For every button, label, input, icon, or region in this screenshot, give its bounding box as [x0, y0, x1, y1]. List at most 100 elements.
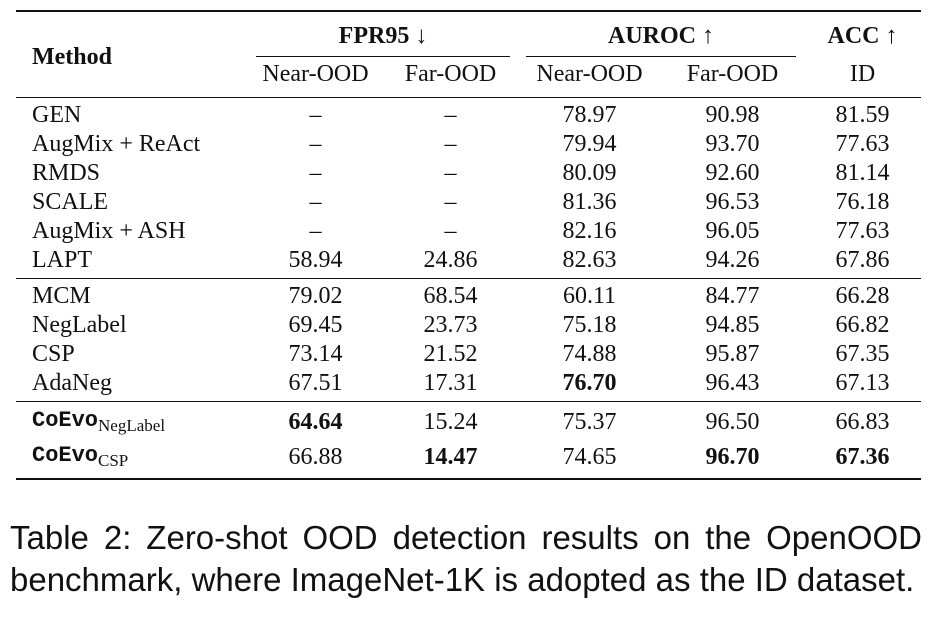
auroc-near-cell: 75.37 — [562, 409, 617, 435]
method-cell: SCALE — [32, 189, 109, 215]
auroc-near-cell: 75.18 — [562, 312, 617, 338]
auroc-near-cell: 78.97 — [562, 102, 617, 128]
method-cell: CSP — [32, 341, 75, 367]
header-acc: ACC ↑ — [827, 22, 898, 49]
header-row-sub: Near-OOD Far-OOD Near-OOD Far-OOD ID — [16, 55, 921, 98]
header-auroc-label: AUROC ↑ — [608, 22, 714, 49]
table-row: RMDS – – 80.09 92.60 81.14 — [16, 159, 921, 188]
auroc-near-cell: 82.63 — [562, 247, 617, 273]
method-cell: AdaNeg — [32, 370, 112, 396]
fpr-far-cell-best: 14.47 — [423, 444, 478, 470]
auroc-far-cell: 96.43 — [705, 370, 760, 396]
table-row: CoEvoCSP 66.88 14.47 74.65 96.70 67.36 — [16, 440, 921, 479]
method-cell: GEN — [32, 102, 82, 128]
fpr-near-cell: 67.51 — [288, 370, 343, 396]
fpr-near-cell: 79.02 — [288, 283, 343, 309]
auroc-near-cell: 82.16 — [562, 218, 617, 244]
table-row: NegLabel 69.45 23.73 75.18 94.85 66.82 — [16, 311, 921, 340]
fpr-near-cell: – — [309, 102, 322, 128]
method-name: CoEvo — [32, 408, 99, 433]
fpr95-underline — [256, 56, 510, 57]
fpr-far-cell: 68.54 — [423, 283, 478, 309]
acc-cell: 66.82 — [835, 312, 890, 338]
table-row: CSP 73.14 21.52 74.88 95.87 67.35 — [16, 340, 921, 369]
method-cell: RMDS — [32, 160, 101, 186]
fpr-near-cell: – — [309, 218, 322, 244]
table-row: AdaNeg 67.51 17.31 76.70 96.43 67.13 — [16, 369, 921, 402]
table-row: CoEvoNegLabel 64.64 15.24 75.37 96.50 66… — [16, 401, 921, 441]
fpr-far-cell: – — [444, 102, 457, 128]
method-subscript: CSP — [98, 451, 129, 470]
fpr-far-cell: 15.24 — [423, 409, 478, 435]
fpr-far-cell: – — [444, 218, 457, 244]
fpr-near-cell: – — [309, 131, 322, 157]
method-name: CoEvo — [32, 443, 99, 468]
acc-cell: 66.83 — [835, 409, 890, 435]
header-fpr-near: Near-OOD — [262, 60, 369, 87]
table-caption: Table 2: Zero-shot OOD detection results… — [10, 519, 922, 598]
results-table-container: Method FPR95 ↓ AUROC ↑ ACC ↑ Near-OOD Fa… — [16, 10, 921, 480]
table-row: SCALE – – 81.36 96.53 76.18 — [16, 188, 921, 217]
acc-cell: 81.14 — [835, 160, 890, 186]
fpr-near-cell: 58.94 — [288, 247, 343, 273]
auroc-far-cell-best: 96.70 — [705, 444, 760, 470]
auroc-far-cell: 84.77 — [705, 283, 760, 309]
auroc-near-cell: 81.36 — [562, 189, 617, 215]
results-table: Method FPR95 ↓ AUROC ↑ ACC ↑ Near-OOD Fa… — [16, 10, 921, 480]
method-cell: AugMix + ReAct — [32, 131, 201, 157]
table-row: MCM 79.02 68.54 60.11 84.77 66.28 — [16, 278, 921, 312]
header-method: Method — [32, 43, 112, 70]
auroc-near-cell: 74.65 — [562, 444, 617, 470]
header-fpr-far: Far-OOD — [404, 60, 497, 87]
fpr-far-cell: 23.73 — [423, 312, 478, 338]
auroc-far-cell: 93.70 — [705, 131, 760, 157]
method-cell: CoEvoNegLabel — [16, 402, 248, 441]
fpr-far-cell: 17.31 — [423, 370, 478, 396]
header-fpr95: FPR95 ↓ — [248, 11, 518, 57]
auroc-far-cell: 96.53 — [705, 189, 760, 215]
auroc-near-cell-best: 76.70 — [562, 370, 617, 396]
fpr-far-cell: 24.86 — [423, 247, 478, 273]
auroc-near-cell: 79.94 — [562, 131, 617, 157]
auroc-near-cell: 60.11 — [562, 283, 617, 309]
acc-cell: 76.18 — [835, 189, 890, 215]
header-auroc-near: Near-OOD — [536, 60, 643, 87]
auroc-far-cell: 90.98 — [705, 102, 760, 128]
auroc-underline — [526, 56, 796, 57]
method-cell: LAPT — [32, 247, 92, 273]
fpr-near-cell-best: 64.64 — [288, 409, 343, 435]
auroc-far-cell: 96.50 — [705, 409, 760, 435]
header-auroc: AUROC ↑ — [518, 11, 804, 57]
fpr-near-cell: – — [309, 189, 322, 215]
acc-cell: 77.63 — [835, 131, 890, 157]
auroc-far-cell: 94.85 — [705, 312, 760, 338]
auroc-near-cell: 80.09 — [562, 160, 617, 186]
header-auroc-far: Far-OOD — [686, 60, 779, 87]
method-cell: AugMix + ASH — [32, 218, 186, 244]
auroc-far-cell: 96.05 — [705, 218, 760, 244]
fpr-near-cell: 69.45 — [288, 312, 343, 338]
fpr-far-cell: – — [444, 131, 457, 157]
auroc-far-cell: 95.87 — [705, 341, 760, 367]
fpr-near-cell: 66.88 — [288, 444, 343, 470]
header-fpr95-label: FPR95 ↓ — [338, 22, 428, 49]
acc-cell: 67.86 — [835, 247, 890, 273]
acc-cell: 81.59 — [835, 102, 890, 128]
fpr-far-cell: – — [444, 160, 457, 186]
acc-cell-best: 67.36 — [835, 444, 890, 470]
fpr-near-cell: – — [309, 160, 322, 186]
fpr-near-cell: 73.14 — [288, 341, 343, 367]
acc-cell: 67.13 — [835, 370, 890, 396]
acc-cell: 67.35 — [835, 341, 890, 367]
acc-cell: 77.63 — [835, 218, 890, 244]
fpr-far-cell: – — [444, 189, 457, 215]
header-row-groups: Method FPR95 ↓ AUROC ↑ ACC ↑ — [16, 11, 921, 70]
auroc-far-cell: 94.26 — [705, 247, 760, 273]
acc-cell: 66.28 — [835, 283, 890, 309]
method-cell: CoEvoCSP — [16, 440, 248, 479]
table-row: AugMix + ASH – – 82.16 96.05 77.63 — [16, 217, 921, 246]
method-subscript: NegLabel — [98, 416, 166, 435]
table-row: LAPT 58.94 24.86 82.63 94.26 67.86 — [16, 246, 921, 279]
auroc-far-cell: 92.60 — [705, 160, 760, 186]
table-row: GEN – – 78.97 90.98 81.59 — [16, 97, 921, 131]
